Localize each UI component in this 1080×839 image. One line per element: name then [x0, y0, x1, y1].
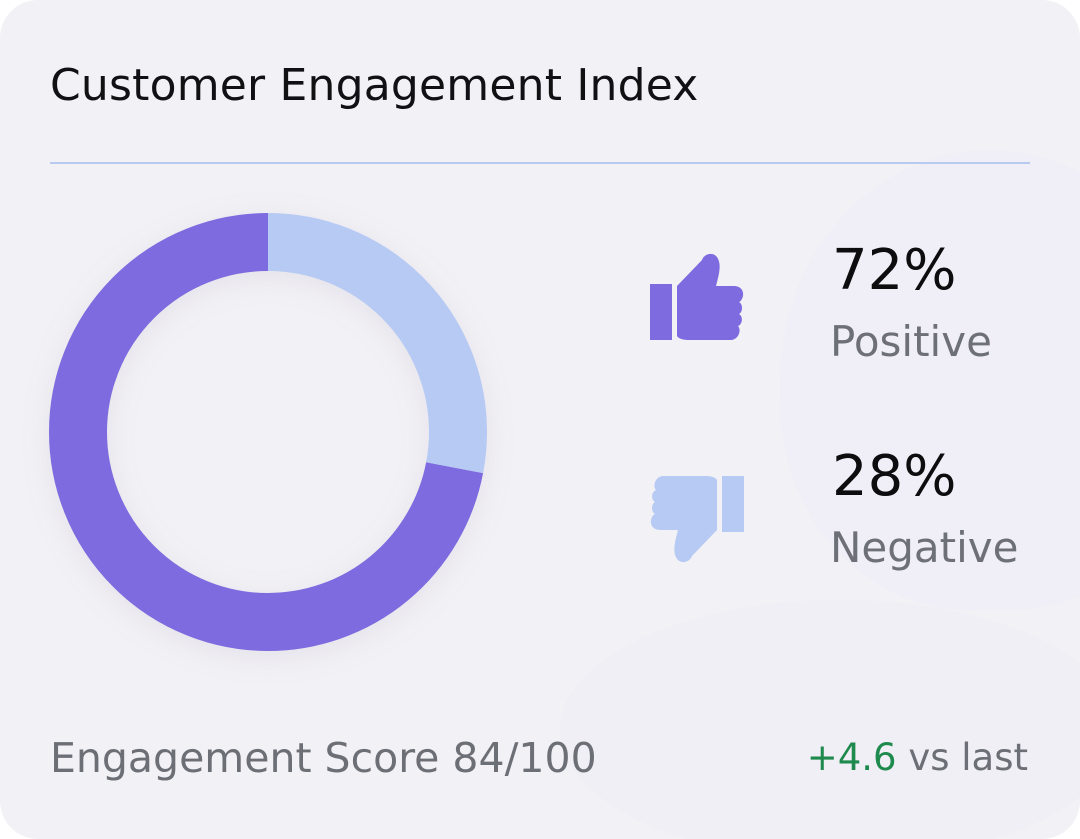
- engagement-score: Engagement Score 84/100: [50, 734, 597, 782]
- thumbs-up-icon: [650, 253, 744, 340]
- card-title: Customer Engagement Index: [50, 60, 699, 111]
- stat-negative: 28% Negative: [640, 442, 1060, 592]
- positive-percentage: 72%: [832, 238, 957, 303]
- background-decoration: [560, 600, 1080, 839]
- engagement-donut-chart: [49, 213, 487, 651]
- donut-segment-negative[interactable]: [49, 213, 487, 651]
- thumbs-down-icon: [650, 476, 744, 563]
- score-delta: +4.6 vs last: [807, 730, 1028, 786]
- positive-label: Positive: [830, 317, 992, 366]
- stat-positive: 72% Positive: [640, 236, 1060, 386]
- negative-percentage: 28%: [832, 444, 957, 509]
- delta-value: +4.6: [806, 736, 897, 779]
- negative-label: Negative: [830, 523, 1019, 572]
- title-divider: [50, 162, 1030, 164]
- delta-suffix: vs last: [896, 736, 1028, 779]
